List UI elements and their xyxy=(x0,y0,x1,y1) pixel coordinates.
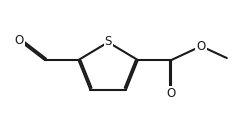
Text: S: S xyxy=(104,35,112,48)
Text: O: O xyxy=(15,34,24,47)
Text: O: O xyxy=(197,40,206,53)
Text: O: O xyxy=(167,87,176,100)
